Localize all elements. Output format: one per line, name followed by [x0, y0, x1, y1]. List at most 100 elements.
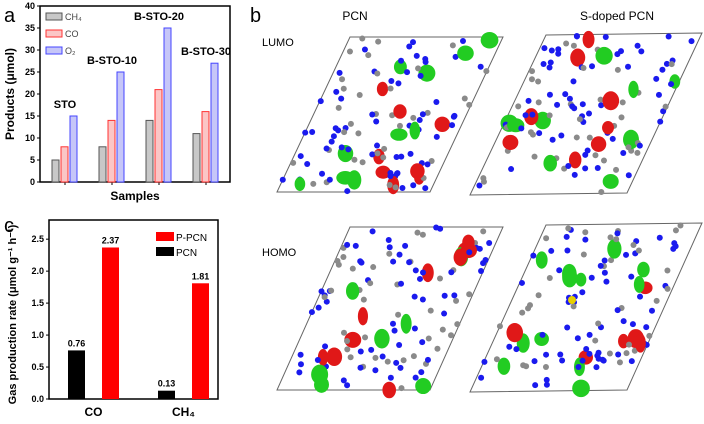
nitrogen-atom — [398, 153, 405, 160]
nitrogen-atom — [548, 47, 555, 54]
nitrogen-atom — [387, 374, 394, 381]
chart-c: 0.0 0.5 1.0 1.5 2.0 2.5 Gas production rate (μ… — [7, 219, 219, 419]
carbon-atom — [414, 229, 421, 236]
nitrogen-atom — [536, 130, 543, 137]
nitrogen-atom — [338, 95, 345, 102]
nitrogen-atom — [586, 110, 593, 117]
nitrogen-atom — [357, 348, 364, 355]
orbital-lobe — [409, 121, 421, 140]
carbon-atom — [592, 152, 599, 159]
y-tick-label: 1.0 — [31, 330, 44, 340]
orbital-lobe — [376, 81, 389, 97]
carbon-atom — [374, 70, 381, 77]
carbon-atom — [374, 150, 381, 157]
y-tick-label: 1.5 — [31, 298, 44, 308]
nitrogen-atom — [556, 267, 563, 274]
orbital-lobe — [400, 313, 412, 334]
carbon-atom — [646, 332, 653, 339]
nitrogen-atom — [402, 242, 409, 249]
nitrogen-atom — [583, 346, 590, 353]
nitrogen-atom — [330, 133, 337, 140]
nitrogen-atom — [543, 376, 550, 383]
nitrogen-atom — [506, 343, 513, 350]
nitrogen-atom — [563, 233, 570, 240]
nitrogen-atom — [338, 144, 345, 151]
legend-swatch — [156, 247, 174, 256]
orbital-lobe — [480, 31, 499, 49]
carbon-atom — [528, 76, 535, 83]
nitrogen-atom — [344, 241, 351, 248]
orbital-lobe — [390, 128, 408, 141]
orbital-pcn-homo — [276, 224, 504, 399]
carbon-atom — [347, 120, 354, 127]
orbital-lobe — [311, 364, 329, 385]
nitrogen-atom — [344, 382, 351, 389]
orbital-lobe — [635, 333, 646, 353]
carbon-atom — [340, 253, 347, 260]
carbon-atom — [535, 99, 542, 106]
nitrogen-atom — [466, 249, 473, 256]
unit-cell-outline — [469, 222, 703, 393]
carbon-atom — [493, 356, 500, 363]
orbital-lobe — [602, 91, 620, 111]
nitrogen-atom — [643, 324, 650, 331]
unit-cell-outline — [276, 36, 504, 193]
nitrogen-atom — [399, 185, 406, 192]
row-label-lumo: LUMO — [262, 37, 294, 49]
carbon-atom — [565, 225, 572, 232]
nitrogen-atom — [323, 145, 330, 152]
nitrogen-atom — [615, 351, 622, 358]
carbon-atom — [520, 362, 527, 369]
data-label: 0.13 — [158, 379, 176, 389]
carbon-atom — [664, 267, 671, 274]
column-title-s-doped-pcn: S-doped PCN — [580, 9, 654, 23]
carbon-atom — [400, 357, 407, 364]
carbon-atom — [347, 354, 354, 361]
carbon-atom — [351, 156, 358, 163]
y-tick-label: 0.0 — [31, 394, 44, 404]
bar-b-sto-10-2 — [116, 71, 125, 183]
carbon-atom — [415, 65, 422, 72]
orbital-lobe — [623, 129, 639, 150]
nitrogen-atom — [566, 95, 573, 102]
nitrogen-atom — [420, 269, 427, 276]
nitrogen-atom — [412, 374, 419, 381]
carbon-atom — [619, 99, 626, 106]
carbon-atom — [607, 234, 614, 241]
carbon-atom — [335, 104, 342, 111]
nitrogen-atom — [413, 52, 420, 59]
nitrogen-atom — [385, 236, 392, 243]
carbon-atom — [346, 48, 353, 55]
carbon-atom — [592, 337, 599, 344]
nitrogen-atom — [518, 125, 525, 132]
orbital-lobe — [294, 176, 306, 192]
unit-cell-outline — [469, 32, 703, 196]
legend-label: CO — [65, 29, 79, 39]
carbon-atom — [582, 229, 589, 236]
y-tick-label: 0.5 — [31, 362, 44, 372]
nitrogen-atom — [579, 357, 586, 364]
legend-swatch — [45, 12, 63, 21]
nitrogen-atom — [398, 57, 405, 64]
nitrogen-atom — [297, 153, 304, 160]
nitrogen-atom — [407, 150, 414, 157]
nitrogen-atom — [419, 111, 426, 118]
carbon-atom — [321, 294, 328, 301]
carbon-atom — [410, 353, 417, 360]
nitrogen-atom — [373, 118, 380, 125]
y-tick-label: 5 — [30, 155, 35, 165]
nitrogen-atom — [336, 69, 343, 76]
nitrogen-atom — [361, 46, 368, 53]
nitrogen-atom — [314, 357, 321, 364]
nitrogen-atom — [508, 166, 515, 173]
nitrogen-atom — [670, 245, 677, 252]
carbon-atom — [367, 280, 374, 287]
carbon-atom — [356, 92, 363, 99]
carbon-atom — [290, 159, 297, 166]
carbon-atom — [483, 68, 490, 75]
orbital-lobe — [393, 59, 407, 75]
nitrogen-atom — [554, 101, 561, 108]
category-label: B-STO-10 — [87, 55, 137, 67]
nitrogen-atom — [419, 339, 426, 346]
